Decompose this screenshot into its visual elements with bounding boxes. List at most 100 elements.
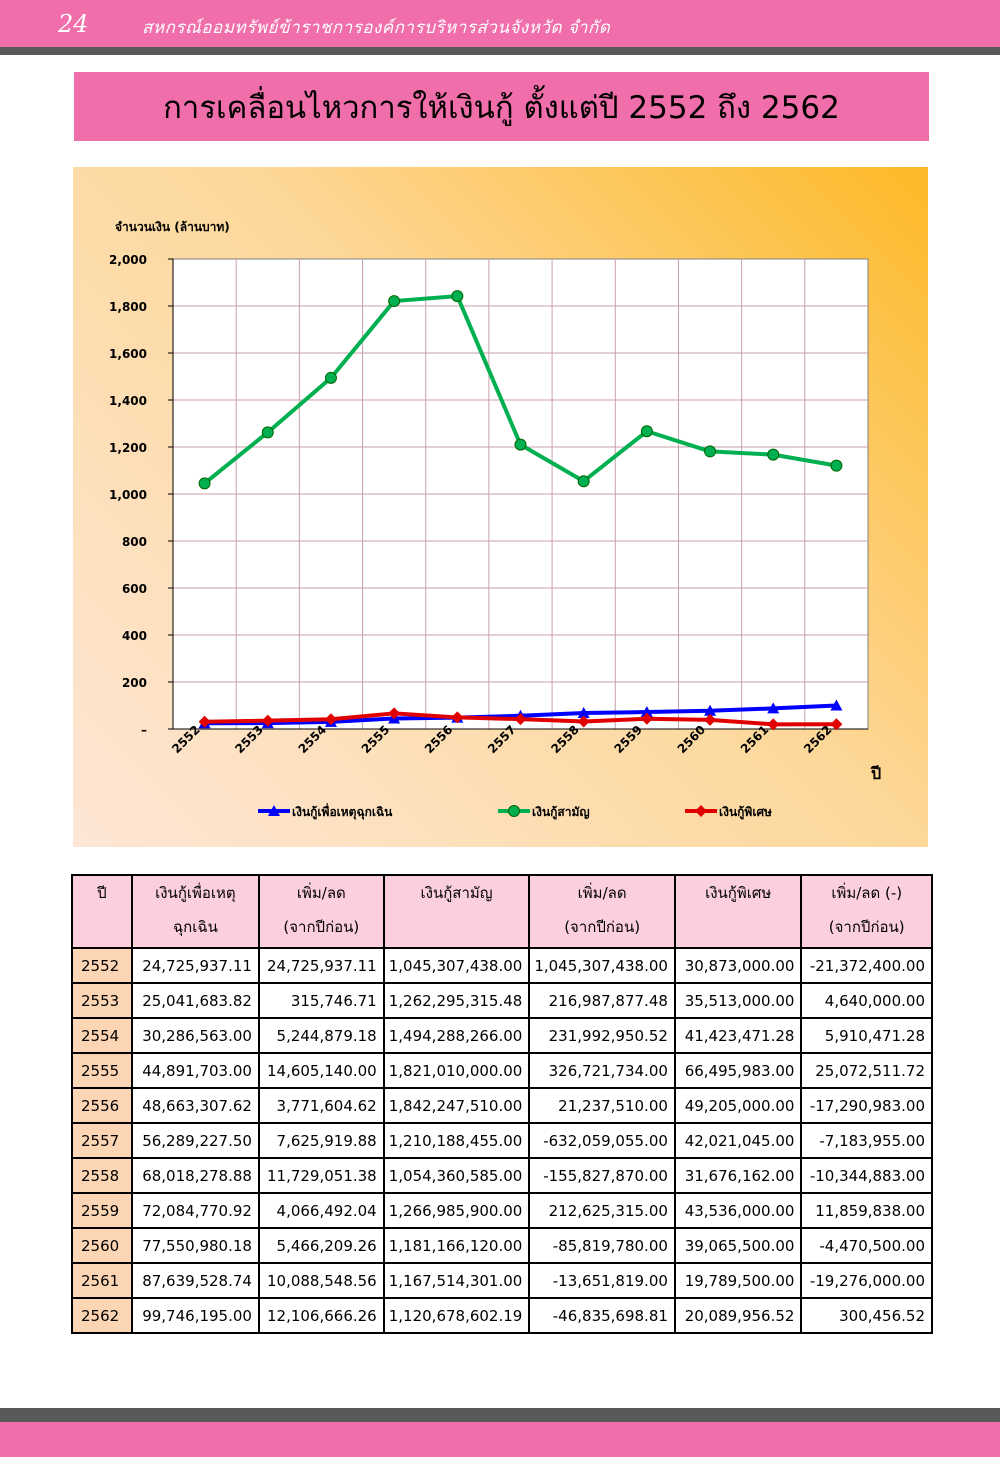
value-cell: 19,789,500.00: [673, 1262, 803, 1299]
column-header: เพิ่ม/ลด (จากปีก่อน): [257, 874, 385, 949]
legend-label: เงินกู้สามัญ: [532, 805, 590, 820]
org-name: สหกรณ์ออมทรัพย์ข้าราชการองค์การบริหารส่ว…: [142, 18, 611, 38]
value-cell: 68,018,278.88: [130, 1157, 260, 1194]
data-point-diamond: [388, 707, 401, 720]
header-strip: [0, 47, 1000, 55]
value-cell: -21,372,400.00: [800, 947, 933, 984]
table-row: 2562 99,746,195.00 12,106,666.26 1,120,678,…: [71, 1297, 933, 1334]
column-header-line1: เพิ่ม/ลด: [296, 884, 346, 902]
data-point-circle: [388, 295, 401, 308]
data-point-circle: [261, 426, 274, 439]
value-cell: 66,495,983.00: [673, 1052, 803, 1089]
y-axis-label: จำนวนเงิน (ล้านบาท): [115, 220, 230, 234]
data-point-circle: [577, 475, 590, 488]
column-header: ปี: [71, 874, 133, 949]
year-cell: 2556: [71, 1087, 133, 1124]
value-cell: -10,344,883.00: [800, 1157, 933, 1194]
value-cell: -17,290,983.00: [800, 1087, 933, 1124]
column-header: เงินกู้เพื่อเหตุ ฉุกเฉิน: [130, 874, 260, 949]
value-cell: 12,106,666.26: [257, 1297, 385, 1334]
year-cell: 2554: [71, 1017, 133, 1054]
data-point-circle: [324, 371, 337, 384]
value-cell: 5,244,879.18: [257, 1017, 385, 1054]
value-cell: 1,167,514,301.00: [382, 1262, 531, 1299]
value-cell: 4,066,492.04: [257, 1192, 385, 1229]
value-cell: 48,663,307.62: [130, 1087, 260, 1124]
value-cell: 24,725,937.11: [257, 947, 385, 984]
data-point-diamond: [767, 718, 780, 731]
value-cell: 1,266,985,900.00: [382, 1192, 531, 1229]
y-tick-label: 800: [122, 535, 147, 549]
table-header-row: ปี เงินกู้เพื่อเหตุ ฉุกเฉิน เพิ่ม/ลด (จากปีก…: [71, 874, 933, 949]
value-cell: 326,721,734.00: [528, 1052, 676, 1089]
value-cell: 1,210,188,455.00: [382, 1122, 531, 1159]
y-tick-label: 1,400: [109, 394, 147, 408]
data-point-circle: [830, 459, 843, 472]
x-axis-label: ปี: [870, 764, 882, 783]
column-header-line1: เพิ่ม/ลด: [577, 884, 627, 902]
value-cell: 72,084,770.92: [130, 1192, 260, 1229]
column-header-line1: เงินกู้พิเศษ: [705, 884, 772, 902]
data-point-circle: [704, 445, 717, 458]
value-cell: 77,550,980.18: [130, 1227, 260, 1264]
data-point-triangle: [704, 704, 717, 716]
value-cell: 1,842,247,510.00: [382, 1087, 531, 1124]
y-tick-label: 1,800: [109, 300, 147, 314]
data-point-triangle: [577, 707, 590, 719]
legend-label: เงินกู้เพื่อเหตุฉุกเฉิน: [292, 803, 393, 820]
value-cell: 1,494,288,266.00: [382, 1017, 531, 1054]
value-cell: 315,746.71: [257, 982, 385, 1019]
year-cell: 2557: [71, 1122, 133, 1159]
column-header: เพิ่ม/ลด (จากปีก่อน): [528, 874, 676, 949]
year-cell: 2555: [71, 1052, 133, 1089]
legend-label: เงินกู้พิเศษ: [719, 805, 772, 820]
title-banner: การเคลื่อนไหวการให้เงินกู้ ตั้งแต่ปี 255…: [74, 72, 929, 141]
value-cell: 87,639,528.74: [130, 1262, 260, 1299]
value-cell: 24,725,937.11: [130, 947, 260, 984]
value-cell: 25,041,683.82: [130, 982, 260, 1019]
value-cell: 11,859,838.00: [800, 1192, 933, 1229]
column-header-line1: ปี: [97, 884, 107, 902]
column-header-line2: (จากปีก่อน): [828, 918, 905, 936]
value-cell: 21,237,510.00: [528, 1087, 676, 1124]
loan-table: ปี เงินกู้เพื่อเหตุ ฉุกเฉิน เพิ่ม/ลด (จากปีก…: [71, 874, 933, 1334]
value-cell: 56,289,227.50: [130, 1122, 260, 1159]
data-point-circle: [198, 477, 211, 490]
table-row: 2557 56,289,227.50 7,625,919.88 1,210,188,4…: [71, 1122, 933, 1159]
y-tick-label: 400: [122, 629, 147, 643]
table-row: 2553 25,041,683.82 315,746.71 1,262,295,315…: [71, 982, 933, 1019]
data-point-triangle: [830, 699, 843, 711]
value-cell: 30,286,563.00: [130, 1017, 260, 1054]
data-point-diamond: [830, 718, 843, 731]
value-cell: 1,045,307,438.00: [382, 947, 531, 984]
footer-strip: [0, 1408, 1000, 1422]
year-cell: 2559: [71, 1192, 133, 1229]
table-row: 2561 87,639,528.74 10,088,548.56 1,167,514,…: [71, 1262, 933, 1299]
value-cell: 1,821,010,000.00: [382, 1052, 531, 1089]
column-header-line2: (จากปีก่อน): [283, 918, 360, 936]
y-tick-label: 1,000: [109, 488, 147, 502]
value-cell: -46,835,698.81: [528, 1297, 676, 1334]
table-row: 2555 44,891,703.00 14,605,140.00 1,821,010,…: [71, 1052, 933, 1089]
value-cell: 3,771,604.62: [257, 1087, 385, 1124]
data-point-triangle: [767, 702, 780, 714]
column-header-line2: (จากปีก่อน): [564, 918, 641, 936]
year-cell: 2560: [71, 1227, 133, 1264]
value-cell: 49,205,000.00: [673, 1087, 803, 1124]
value-cell: -7,183,955.00: [800, 1122, 933, 1159]
y-tick-label: 200: [122, 676, 147, 690]
chart-panel: – 200 400 600 800 1,000 1,200 1,400 1,600 1,800 2,…: [73, 167, 928, 847]
data-point-diamond: [324, 713, 337, 726]
data-point-diamond: [261, 714, 274, 727]
year-cell: 2553: [71, 982, 133, 1019]
y-tick-label: 1,600: [109, 347, 147, 361]
value-cell: 39,065,500.00: [673, 1227, 803, 1264]
table-row: 2554 30,286,563.00 5,244,879.18 1,494,288,2…: [71, 1017, 933, 1054]
column-header: เพิ่ม/ลด (-) (จากปีก่อน): [800, 874, 933, 949]
y-tick-label: –: [141, 723, 147, 737]
value-cell: -155,827,870.00: [528, 1157, 676, 1194]
table-row: 2552 24,725,937.11 24,725,937.11 1,045,307,…: [71, 947, 933, 984]
year-cell: 2561: [71, 1262, 133, 1299]
value-cell: -632,059,055.00: [528, 1122, 676, 1159]
table-row: 2558 68,018,278.88 11,729,051.38 1,054,360,…: [71, 1157, 933, 1194]
